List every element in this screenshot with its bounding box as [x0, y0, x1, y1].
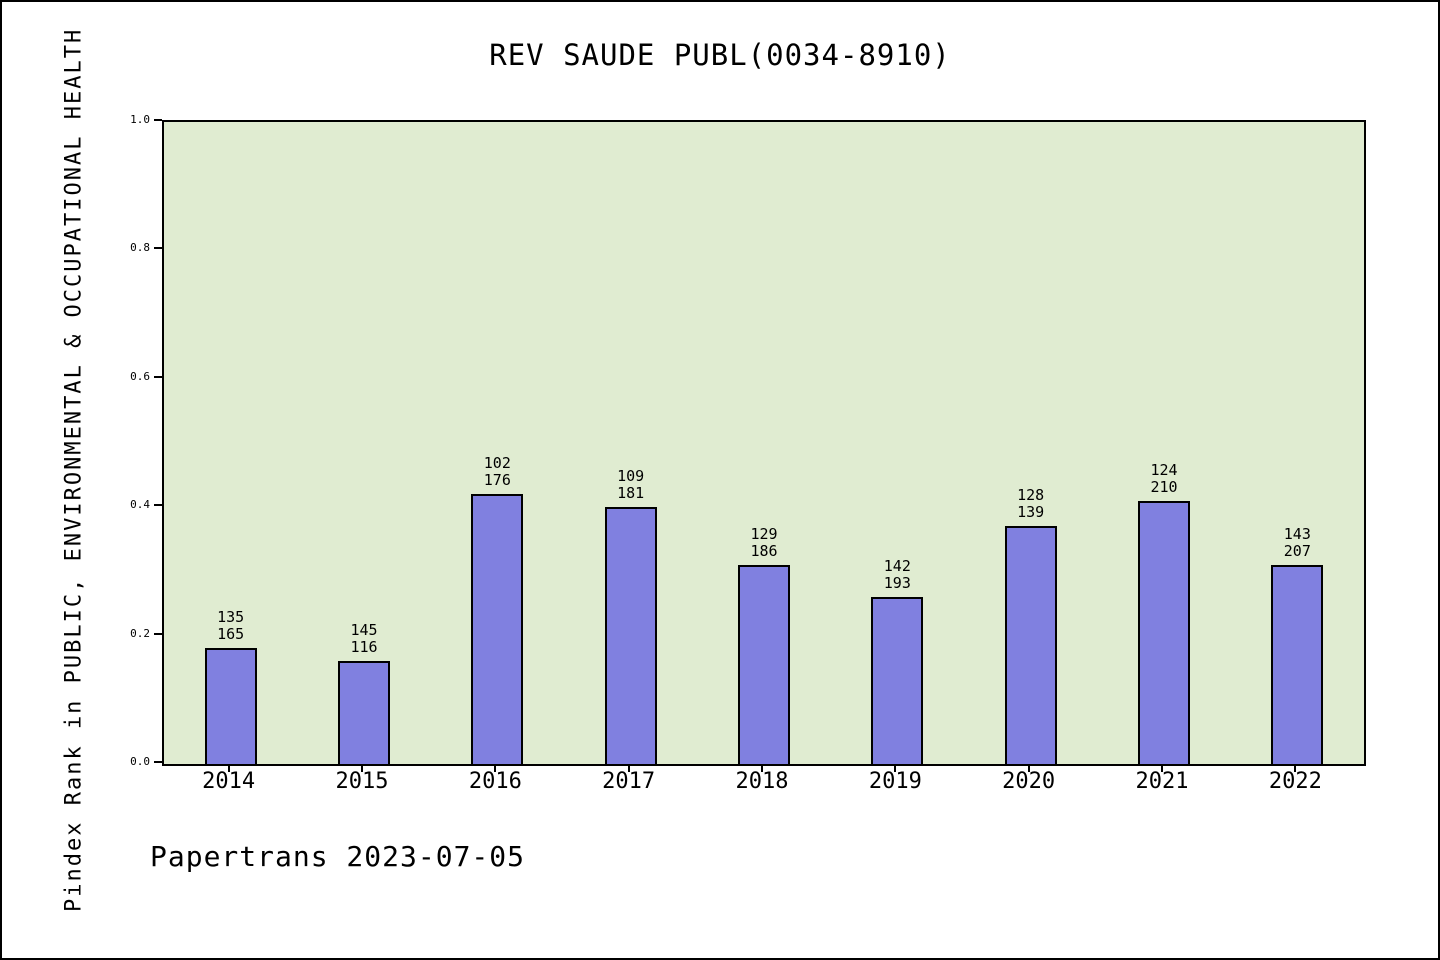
bar-2017 — [604, 507, 657, 764]
y-tick-0.2 — [154, 632, 162, 635]
y-tick-0.0 — [154, 761, 162, 763]
plot-area: 135 165 145 116 102 176 109 181 129 186 142 193 128 1… — [162, 120, 1366, 766]
x-tick-2016 — [494, 764, 497, 772]
x-tick-label-2016: 2016 — [468, 769, 522, 794]
x-tick-label-2017: 2017 — [602, 769, 656, 794]
x-tick-label-2015: 2015 — [335, 769, 389, 794]
y-tick-label-0.0: 0.0 — [130, 755, 150, 768]
y-tick-1.0 — [154, 119, 162, 121]
x-tick-label-2014: 2014 — [202, 769, 256, 794]
bar-value-label-2017: 109 181 — [617, 467, 645, 502]
x-tick-label-2021: 2021 — [1135, 769, 1189, 794]
y-axis-label: Pindex Rank in PUBLIC, ENVIRONMENTAL & O… — [61, 27, 87, 912]
x-tick-2022 — [1294, 764, 1297, 772]
x-tick-label-2020: 2020 — [1002, 769, 1056, 794]
bar-value-label-2021: 124 210 — [1150, 461, 1178, 496]
bar-value-label-2018: 129 186 — [750, 525, 778, 560]
x-tick-2018 — [761, 764, 763, 772]
bar-2014 — [204, 648, 257, 764]
footer-text: Papertrans 2023-07-05 — [150, 840, 526, 873]
bar-value-label-2014: 135 165 — [217, 608, 245, 643]
y-tick-label-0.4: 0.4 — [130, 498, 150, 512]
x-tick-label-2019: 2019 — [868, 769, 922, 794]
bar-2015 — [338, 661, 390, 764]
bar-2021 — [1138, 501, 1190, 764]
y-tick-label-0.8: 0.8 — [130, 241, 150, 255]
y-tick-0.4 — [154, 504, 162, 507]
x-tick-2019 — [894, 764, 897, 772]
x-tick-2021 — [1161, 764, 1163, 772]
x-tick-label-2022: 2022 — [1268, 769, 1322, 794]
bar-value-label-2019: 142 193 — [883, 557, 911, 592]
x-tick-2017 — [627, 764, 630, 772]
bar-2022 — [1271, 565, 1324, 764]
chart-title: REV SAUDE PUBL(0034-8910) — [489, 38, 951, 72]
bar-value-label-2015: 145 116 — [350, 621, 378, 656]
y-tick-0.6 — [154, 375, 162, 378]
bar-2018 — [738, 565, 790, 764]
bar-2020 — [1004, 526, 1057, 764]
bar-2016 — [471, 494, 524, 764]
x-tick-label-2018: 2018 — [735, 769, 789, 794]
bar-value-label-2020: 128 139 — [1017, 486, 1045, 521]
y-tick-label-1.0: 1.0 — [130, 113, 150, 126]
y-tick-0.8 — [154, 247, 162, 250]
x-tick-2014 — [227, 764, 230, 772]
x-tick-2015 — [361, 764, 363, 772]
bar-value-label-2022: 143 207 — [1283, 525, 1311, 560]
bar-2019 — [871, 597, 924, 764]
y-tick-label-0.2: 0.2 — [130, 626, 150, 640]
x-tick-2020 — [1027, 764, 1030, 772]
y-tick-label-0.6: 0.6 — [130, 369, 150, 383]
bar-value-label-2016: 102 176 — [483, 454, 511, 489]
